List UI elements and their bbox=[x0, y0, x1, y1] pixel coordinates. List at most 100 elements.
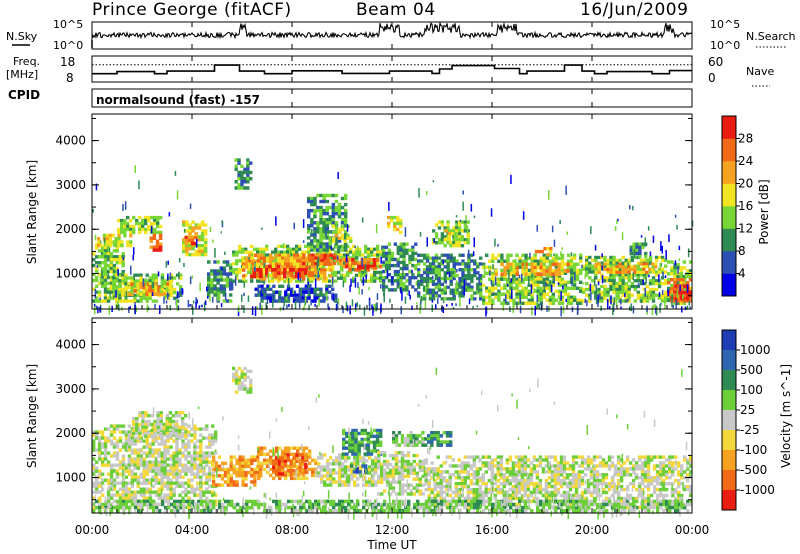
velocity-colorbar-swatch bbox=[722, 470, 736, 491]
power-colorbar-title: Power [dB] bbox=[757, 179, 771, 244]
heat-region-17 bbox=[307, 193, 348, 252]
power-colorbar-label: 16 bbox=[738, 199, 753, 213]
heat-region-5 bbox=[149, 233, 163, 252]
heat-region-15 bbox=[234, 158, 253, 190]
freq-tick-high: 18 bbox=[60, 55, 75, 69]
noise-panel: N.Sky 10^5 10^0 10^5 10^0 N.Search bbox=[6, 18, 796, 52]
y-tick-label: 2000 bbox=[55, 426, 86, 440]
power-colorbar-swatch bbox=[722, 251, 736, 274]
date-title: 16/Jun/2009 bbox=[580, 0, 688, 20]
velocity-colorbar-label: 500 bbox=[740, 363, 763, 377]
heat-region-4 bbox=[124, 282, 173, 297]
velocity-colorbar-label: -1000 bbox=[740, 483, 775, 497]
heat-region-24 bbox=[482, 253, 583, 305]
heat-region-1 bbox=[132, 411, 188, 439]
x-tick-label: 16:00 bbox=[475, 523, 510, 537]
velocity-colorbar-label: 100 bbox=[740, 383, 763, 397]
power-colorbar-swatch bbox=[722, 138, 736, 162]
heat-region-18 bbox=[332, 224, 353, 243]
heat-region-20 bbox=[387, 215, 403, 235]
velocity-colorbar-frame bbox=[721, 329, 737, 511]
freq-tick-low: 8 bbox=[66, 71, 74, 85]
beam-title: Beam 04 bbox=[356, 0, 436, 20]
heat-region-26 bbox=[534, 247, 553, 257]
heat-region-3 bbox=[257, 446, 318, 481]
nsky-label: N.Sky bbox=[6, 30, 38, 43]
velocity-colorbar-swatch bbox=[722, 370, 736, 391]
velocity-colorbar-swatch bbox=[722, 490, 736, 511]
power-colorbar-swatch bbox=[722, 228, 736, 252]
velocity-colorbar-swatch bbox=[722, 410, 736, 431]
heat-region-4 bbox=[272, 453, 308, 476]
power-colorbar-swatch bbox=[722, 116, 736, 139]
noise-right-tick-high: 10^5 bbox=[710, 18, 740, 31]
y-tick-label: 2000 bbox=[55, 222, 86, 236]
y-tick-label: 1000 bbox=[55, 471, 86, 485]
heat-specks bbox=[92, 367, 691, 520]
velocity-colorbar-swatch bbox=[722, 390, 736, 411]
velocity-colorbar-label: -500 bbox=[740, 463, 767, 477]
y-tick-label: 3000 bbox=[55, 178, 86, 192]
time-axis-label: Time UT bbox=[366, 538, 417, 552]
heat-region-21 bbox=[417, 253, 483, 301]
freq-unit: [MHz] bbox=[6, 68, 38, 81]
freq-trace bbox=[92, 64, 692, 75]
power-colorbar: 4 8 12 16 20 24 28 bbox=[721, 115, 753, 297]
heat-region-10 bbox=[427, 431, 453, 447]
velocity-colorbar-title: Velocity [m s^-1] bbox=[779, 364, 793, 468]
velocity-colorbar-label: -25 bbox=[740, 423, 760, 437]
y-tick-label: 1000 bbox=[55, 267, 86, 281]
power-y-axis: 1000 2000 3000 4000 bbox=[55, 117, 692, 297]
station-title: Prince George (fitACF) bbox=[92, 0, 292, 20]
heat-region-7 bbox=[342, 428, 383, 456]
velocity-colorbar-swatch bbox=[722, 350, 736, 371]
heat-region-11 bbox=[250, 264, 308, 279]
heat-region-23 bbox=[444, 229, 458, 241]
x-tick-label: 08:00 bbox=[275, 523, 310, 537]
time-axis: 00:00 04:00 08:00 12:00 16:00 20:00 00:00 bbox=[75, 22, 710, 537]
power-colorbar-label: 8 bbox=[738, 244, 746, 258]
heat-region-8 bbox=[207, 260, 233, 303]
y-tick-label: 3000 bbox=[55, 382, 86, 396]
heat-region-14 bbox=[357, 264, 378, 270]
x-tick-label: 12:00 bbox=[375, 523, 410, 537]
power-colorbar-label: 4 bbox=[738, 267, 746, 281]
nave-tick-high: 60 bbox=[708, 55, 723, 69]
freq-nave-panel: Freq. [MHz] 18 8 60 0 Nave bbox=[6, 55, 774, 87]
heat-region-22 bbox=[432, 220, 470, 248]
velocity-colorbar-label: -100 bbox=[740, 443, 767, 457]
nave-tick-low: 0 bbox=[708, 71, 716, 85]
noise-left-tick-high: 10^5 bbox=[53, 18, 83, 31]
y-tick-label: 4000 bbox=[55, 134, 86, 148]
velocity-heatmap bbox=[92, 366, 693, 520]
heat-region-7 bbox=[184, 235, 198, 246]
y-tick-label: 4000 bbox=[55, 338, 86, 352]
freq-label: Freq. bbox=[13, 55, 40, 68]
heat-region-2 bbox=[117, 215, 163, 235]
nave-label: Nave bbox=[746, 65, 774, 78]
power-colorbar-swatch bbox=[722, 161, 736, 184]
cpid-text: normalsound (fast) -157 bbox=[96, 93, 260, 107]
cpid-label: CPID bbox=[8, 88, 40, 102]
velocity-colorbar-swatch bbox=[722, 430, 736, 451]
heat-region-0 bbox=[92, 240, 125, 303]
velocity-colorbar: 1000 500 100 25 -25 -100 -500 -1000 bbox=[721, 329, 775, 511]
noise-right-tick-low: 10^0 bbox=[710, 39, 740, 52]
heat-region-9 bbox=[392, 431, 428, 447]
velocity-ylabel: Slant Range [km] bbox=[25, 364, 39, 468]
velocity-y-axis: 1000 2000 3000 4000 bbox=[55, 321, 692, 501]
velocity-colorbar-swatch bbox=[722, 330, 736, 351]
power-colorbar-label: 12 bbox=[738, 222, 753, 236]
x-tick-label: 00:00 bbox=[675, 523, 710, 537]
power-colorbar-swatch bbox=[722, 273, 736, 297]
velocity-colorbar-swatch bbox=[722, 450, 736, 471]
power-colorbar-label: 20 bbox=[738, 177, 753, 191]
power-heatmap bbox=[92, 158, 694, 317]
heat-region-8 bbox=[377, 451, 425, 496]
heat-region-12 bbox=[232, 366, 253, 394]
heat-region-19 bbox=[382, 242, 418, 292]
velocity-colorbar-label: 25 bbox=[740, 403, 755, 417]
heat-region-5 bbox=[317, 453, 378, 487]
velocity-panel: 1000 2000 3000 4000 Slant Range [km] 1000 50… bbox=[25, 317, 793, 520]
